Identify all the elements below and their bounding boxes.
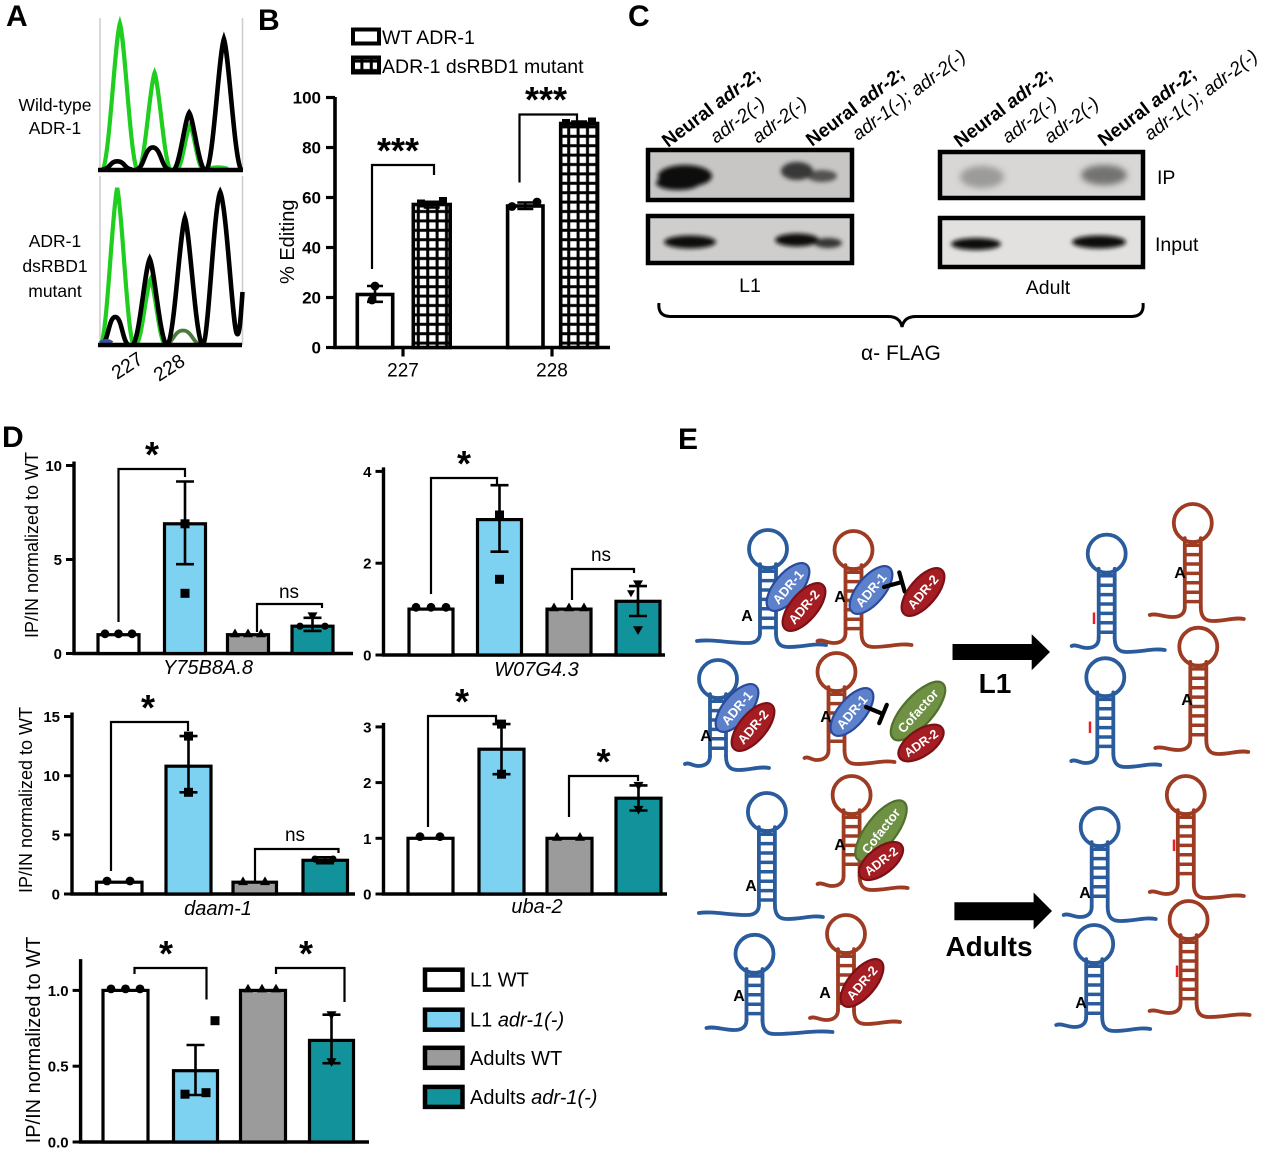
svg-text:IP/IN normalized to WT: IP/IN normalized to WT (23, 937, 45, 1144)
svg-text:A: A (741, 608, 753, 625)
svg-text:ns: ns (591, 545, 611, 566)
svg-text:C: C (628, 0, 650, 33)
svg-text:ADR-1 dsRBD1 mutant: ADR-1 dsRBD1 mutant (382, 56, 584, 78)
svg-text:I: I (1092, 609, 1097, 628)
svg-text:A: A (745, 878, 757, 895)
svg-text:Adults WT: Adults WT (470, 1048, 562, 1070)
svg-text:10: 10 (43, 768, 60, 785)
svg-text:5: 5 (52, 827, 60, 844)
svg-text:20: 20 (302, 289, 321, 308)
svg-text:*: * (145, 434, 159, 475)
svg-text:A: A (834, 589, 846, 606)
svg-text:***: *** (525, 79, 567, 120)
svg-text:Adults: Adults (945, 931, 1032, 962)
svg-text:A: A (820, 709, 832, 726)
svg-text:0: 0 (52, 887, 60, 904)
svg-text:L1 adr-1(-): L1 adr-1(-) (470, 1010, 564, 1032)
svg-text:A: A (834, 837, 846, 854)
svg-text:*: * (455, 681, 469, 722)
svg-text:A: A (819, 985, 831, 1002)
svg-text:Y75B8A.8: Y75B8A.8 (163, 657, 253, 679)
svg-text:A: A (1181, 692, 1193, 709)
svg-text:A: A (700, 728, 712, 745)
svg-text:WT ADR-1: WT ADR-1 (382, 27, 475, 49)
svg-text:0.0: 0.0 (48, 1135, 69, 1152)
svg-text:5: 5 (54, 552, 62, 569)
svg-text:% Editing: % Editing (277, 200, 299, 285)
svg-text:E: E (678, 423, 698, 456)
svg-text:I: I (1088, 718, 1093, 737)
svg-text:60: 60 (302, 189, 321, 208)
svg-text:B: B (258, 4, 280, 37)
svg-text:Wild-type: Wild-type (19, 95, 92, 115)
svg-text:1: 1 (363, 831, 371, 848)
svg-text:40: 40 (302, 239, 321, 258)
svg-text:W07G4.3: W07G4.3 (494, 659, 578, 681)
svg-text:Input: Input (1155, 234, 1199, 256)
svg-text:3: 3 (363, 719, 371, 736)
svg-text:mutant: mutant (28, 281, 82, 301)
svg-text:4: 4 (363, 464, 372, 481)
svg-text:uba-2: uba-2 (511, 896, 562, 918)
svg-text:I: I (1172, 836, 1177, 855)
svg-text:IP: IP (1157, 167, 1175, 189)
svg-text:ADR-1: ADR-1 (29, 118, 82, 138)
svg-text:0: 0 (363, 887, 371, 904)
svg-text:0.5: 0.5 (48, 1059, 69, 1076)
svg-text:80: 80 (302, 139, 321, 158)
svg-text:A: A (733, 988, 745, 1005)
svg-text:IP/IN normalized to WT: IP/IN normalized to WT (22, 452, 42, 638)
svg-text:Adults adr-1(-): Adults adr-1(-) (470, 1087, 597, 1109)
svg-text:*: * (299, 933, 313, 974)
svg-text:Adult: Adult (1026, 277, 1071, 299)
svg-text:ADR-1: ADR-1 (29, 231, 82, 251)
svg-text:A: A (6, 0, 28, 33)
svg-text:A: A (1075, 995, 1087, 1012)
svg-text:*: * (159, 933, 173, 974)
svg-text:dsRBD1: dsRBD1 (22, 256, 87, 276)
svg-text:227: 227 (387, 361, 419, 382)
svg-text:I: I (1175, 962, 1180, 981)
svg-text:α- FLAG: α- FLAG (861, 342, 941, 365)
svg-text:A: A (1174, 565, 1186, 582)
svg-text:***: *** (377, 130, 419, 171)
svg-text:*: * (596, 741, 610, 782)
svg-text:100: 100 (293, 89, 321, 108)
svg-text:D: D (2, 421, 24, 454)
svg-text:228: 228 (536, 361, 568, 382)
svg-text:L1 WT: L1 WT (470, 970, 529, 992)
svg-text:2: 2 (363, 775, 371, 792)
svg-text:L1: L1 (739, 275, 761, 297)
svg-text:A: A (1079, 885, 1091, 902)
svg-text:0: 0 (312, 339, 321, 358)
svg-text:L1: L1 (979, 668, 1012, 699)
svg-text:0: 0 (363, 648, 371, 665)
svg-text:*: * (457, 443, 471, 484)
svg-text:10: 10 (45, 458, 62, 475)
svg-text:IP/IN normalized to WT: IP/IN normalized to WT (16, 707, 36, 893)
svg-text:15: 15 (43, 709, 60, 726)
svg-text:*: * (141, 687, 155, 728)
svg-text:daam-1: daam-1 (184, 898, 252, 920)
svg-text:ns: ns (285, 825, 305, 846)
svg-text:2: 2 (363, 556, 371, 573)
svg-text:1.0: 1.0 (48, 983, 69, 1000)
svg-text:ns: ns (279, 582, 299, 603)
svg-text:0: 0 (54, 646, 62, 663)
